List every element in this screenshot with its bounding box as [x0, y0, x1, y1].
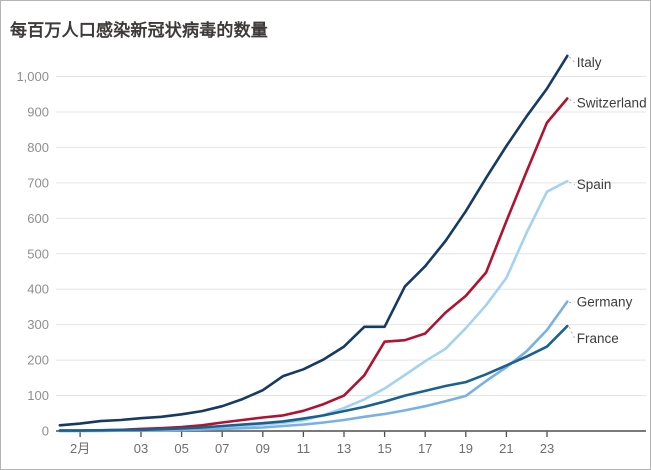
chart-title: 每百万人口感染新冠状病毒的数量 — [10, 21, 268, 40]
x-tick-label-03: 03 — [134, 441, 148, 456]
x-tick-label-15: 15 — [377, 441, 391, 456]
series-label-france: France — [577, 331, 619, 346]
series-label-spain: Spain — [577, 177, 612, 192]
x-tick-label-07: 07 — [215, 441, 229, 456]
series-line-switzerland — [58, 97, 569, 432]
y-tick-label-600: 600 — [27, 211, 49, 226]
y-tick-label-500: 500 — [27, 246, 49, 261]
x-tick-label-19: 19 — [459, 441, 473, 456]
series-line-germany — [58, 300, 569, 433]
x-tick-label-17: 17 — [418, 441, 432, 456]
y-tick-label-1000: 1,000 — [16, 69, 49, 84]
x-tick-label-05: 05 — [174, 441, 188, 456]
series-leader-italy — [568, 56, 576, 63]
series-leader-france — [568, 326, 576, 339]
series-leader-spain — [569, 181, 576, 186]
x-tick-label-23: 23 — [540, 441, 554, 456]
series-label-switzerland: Switzerland — [577, 95, 647, 110]
y-tick-label-700: 700 — [27, 175, 49, 190]
y-tick-label-400: 400 — [27, 282, 49, 297]
y-tick-label-0: 0 — [42, 424, 49, 439]
x-tick-label-11: 11 — [297, 441, 311, 456]
series-label-germany: Germany — [577, 295, 633, 310]
x-tick-label-09: 09 — [256, 441, 270, 456]
series-line-italy — [58, 54, 569, 427]
series-line-france — [58, 324, 569, 432]
x-tick-label-13: 13 — [337, 441, 351, 456]
series-leader-germany — [569, 301, 575, 304]
x-tick-label-21: 21 — [499, 441, 513, 456]
y-tick-label-100: 100 — [27, 388, 49, 403]
y-tick-label-800: 800 — [27, 140, 49, 155]
y-tick-label-900: 900 — [27, 104, 49, 119]
x-tick-label-2月: 2月 — [70, 441, 90, 456]
series-leader-switzerland — [569, 99, 576, 104]
series-label-italy: Italy — [577, 55, 602, 70]
y-tick-label-200: 200 — [27, 353, 49, 368]
y-tick-label-300: 300 — [27, 317, 49, 332]
